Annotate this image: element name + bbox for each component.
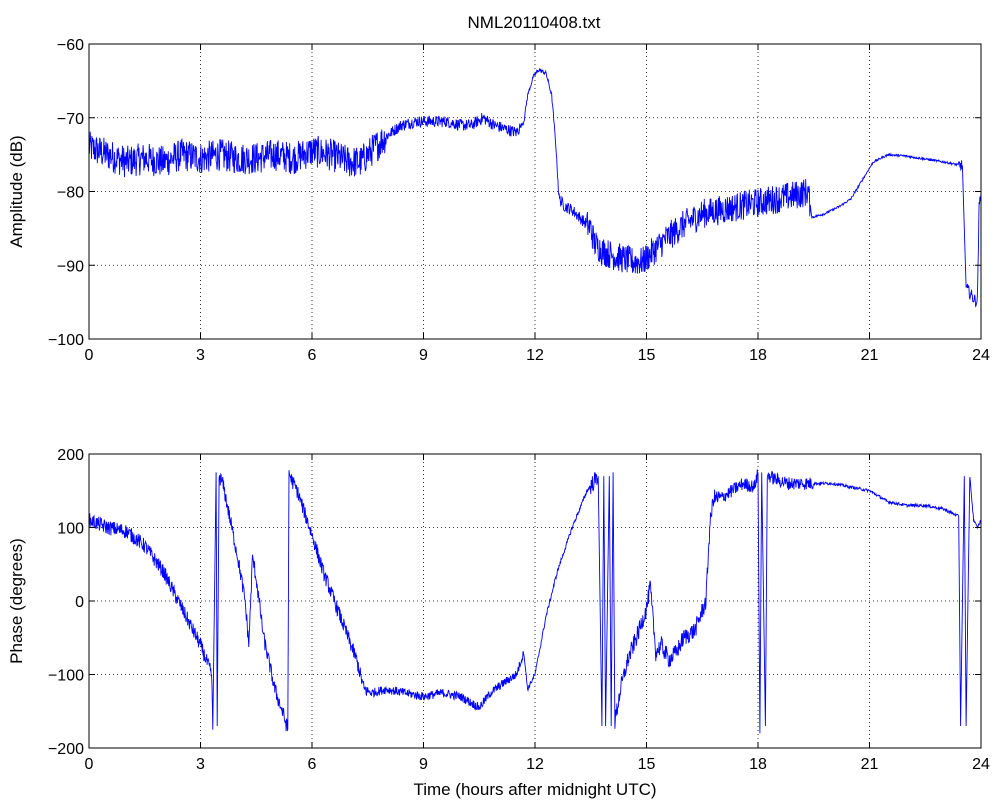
amplitude-panel: 0 3 6 9 12 15 18 21 24 −100 −90 −80 −70 −60 Amplitude … [7,37,990,364]
y-axis-label: Phase (degrees) [7,538,26,664]
x-tick-label: 18 [749,347,767,364]
x-tick-label: 21 [861,756,879,773]
x-tick-label: 12 [526,347,544,364]
x-tick-label: 24 [972,347,990,364]
x-tick-label: 21 [861,347,879,364]
chart-title: NML20110408.txt [468,13,601,32]
y-tick-label: −100 [48,332,84,349]
y-tick-label: −200 [48,741,84,758]
x-tick-label: 18 [749,756,767,773]
y-tick-label: −90 [57,258,84,275]
x-tick-label: 3 [196,756,205,773]
y-axis-label: Amplitude (dB) [7,135,26,247]
x-tick-label: 9 [419,347,428,364]
x-tick-label: 9 [419,756,428,773]
y-tick-label: −80 [57,185,84,202]
y-tick-label: −70 [57,111,84,128]
y-tick-label: 100 [57,521,84,538]
x-tick-label: 3 [196,347,205,364]
y-tick-label: 0 [75,594,84,611]
x-tick-label: 6 [308,756,317,773]
x-tick-label: 0 [85,756,94,773]
x-tick-label: 24 [972,756,990,773]
x-tick-label: 0 [85,347,94,364]
y-tick-label: −60 [57,37,84,54]
x-tick-label: 12 [526,756,544,773]
y-tick-label: 200 [57,447,84,464]
x-axis-label: Time (hours after midnight UTC) [413,780,656,799]
phase-panel: 0 3 6 9 12 15 18 21 24 −200 −100 0 100 200 Phase (degr… [7,447,990,799]
series-line [88,469,982,734]
x-tick-label: 15 [638,756,656,773]
y-tick-label: −100 [48,668,84,685]
series-line [88,67,982,308]
x-tick-label: 6 [308,347,317,364]
x-tick-label: 15 [638,347,656,364]
